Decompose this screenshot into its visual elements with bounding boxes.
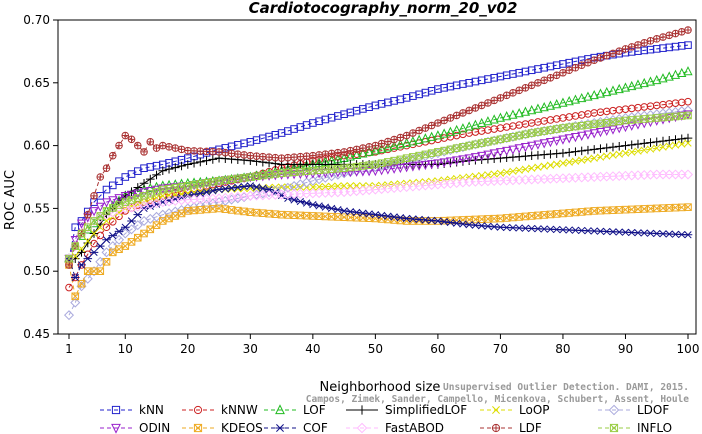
axis-ticks: 1 10 20 30 40 50 60 70 80 90 100 0.45 0.50 0.55 0.60 0.… xyxy=(23,13,699,356)
legend-label: INFLO xyxy=(637,421,672,434)
x-tick-label: 50 xyxy=(368,342,383,356)
x-tick-label: 40 xyxy=(305,342,320,356)
legend-item-loop: LoOP xyxy=(480,403,550,417)
legend-item-ldf: LDF xyxy=(480,421,542,434)
series-line xyxy=(68,115,689,259)
legend-item-simplifiedlof: SimplifiedLOF xyxy=(346,403,467,417)
plot-area xyxy=(63,26,694,321)
x-tick-label: 80 xyxy=(555,342,570,356)
x-tick-label: 70 xyxy=(493,342,508,356)
x-tick-label: 100 xyxy=(677,342,700,356)
legend-label: kNN xyxy=(139,403,164,417)
legend-label: LDOF xyxy=(637,403,669,417)
legend-item-ldof: LDOF xyxy=(598,403,669,417)
legend-item-odin: ODIN xyxy=(100,421,170,434)
series-ldf xyxy=(65,26,692,269)
legend-item-cof: COF xyxy=(264,421,328,434)
series-line xyxy=(68,142,689,260)
series-markers xyxy=(65,26,692,269)
y-tick-label: 0.65 xyxy=(23,76,50,90)
legend-label: KDEOS xyxy=(221,421,263,434)
plot-frame xyxy=(57,19,697,335)
y-tick-label: 0.45 xyxy=(23,327,50,341)
legend-label: COF xyxy=(303,421,328,434)
watermark-line-1: Campos, Zimek, Sander, Campello, Micenko… xyxy=(306,394,689,405)
legend-item-lof: LOF xyxy=(264,403,326,417)
x-tick-label: 30 xyxy=(243,342,258,356)
legend-label: LDF xyxy=(519,421,542,434)
series-markers xyxy=(63,169,694,264)
legend-item-fastabod: FastABOD xyxy=(346,421,444,434)
legend-item-knn: kNN xyxy=(100,403,164,417)
x-axis-label: Neighborhood size xyxy=(320,380,441,395)
legend-item-inflo: INFLO xyxy=(598,421,672,434)
legend-item-kdeos: KDEOS xyxy=(182,421,263,434)
y-tick-label: 0.50 xyxy=(23,264,50,278)
y-axis-label: ROC AUC xyxy=(3,170,18,230)
series-markers xyxy=(65,111,692,263)
y-tick-label: 0.60 xyxy=(23,139,50,153)
legend-label: FastABOD xyxy=(385,421,444,434)
legend-label: LOF xyxy=(303,403,326,417)
legend-label: kNNW xyxy=(221,403,258,417)
x-tick-label: 90 xyxy=(618,342,633,356)
legend-item-knnw: kNNW xyxy=(182,403,258,417)
x-tick-label: 20 xyxy=(180,342,195,356)
chart-title: Cardiotocography_norm_20_v02 xyxy=(249,0,518,17)
watermark-line-2: Unsupervised Outlier Detection. DAMI, 20… xyxy=(443,382,689,393)
x-tick-label: 10 xyxy=(118,342,133,356)
series-fastabod xyxy=(63,169,694,264)
series-cof xyxy=(64,182,693,282)
legend-label: SimplifiedLOF xyxy=(385,403,467,417)
legend-label: LoOP xyxy=(519,403,550,417)
legend-label: ODIN xyxy=(139,421,170,434)
series-inflo xyxy=(65,111,692,263)
x-tick-label: 1 xyxy=(65,342,73,356)
y-tick-label: 0.55 xyxy=(23,201,50,215)
y-tick-label: 0.70 xyxy=(23,13,50,27)
series-line xyxy=(68,113,689,259)
legend: kNN kNNW LOF SimplifiedLOF LoOP LDOF ODIN KDEOS… xyxy=(100,403,672,434)
series-line xyxy=(68,174,688,259)
series-markers xyxy=(64,182,693,282)
x-tick-label: 60 xyxy=(430,342,445,356)
